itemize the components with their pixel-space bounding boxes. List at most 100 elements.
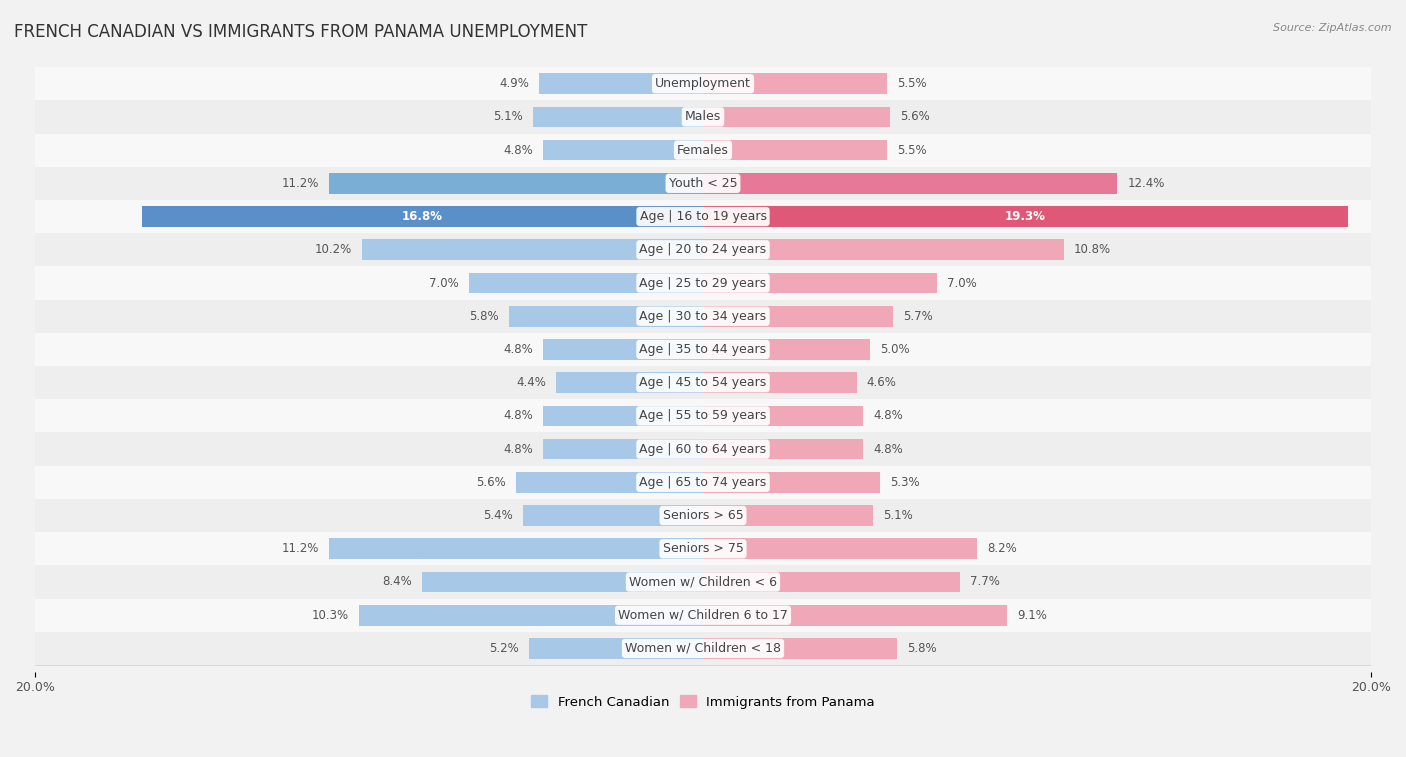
Bar [703, 372, 856, 393]
Bar [35, 167, 1371, 200]
Bar [516, 472, 703, 493]
Bar [543, 439, 703, 459]
Text: 5.8%: 5.8% [470, 310, 499, 322]
Text: Age | 16 to 19 years: Age | 16 to 19 years [640, 210, 766, 223]
Text: Males: Males [685, 111, 721, 123]
Text: 8.4%: 8.4% [382, 575, 412, 588]
Text: Age | 45 to 54 years: Age | 45 to 54 years [640, 376, 766, 389]
Text: 5.4%: 5.4% [482, 509, 513, 522]
Text: 4.8%: 4.8% [873, 410, 903, 422]
Bar [470, 273, 703, 293]
Bar [422, 572, 703, 592]
Text: 5.1%: 5.1% [883, 509, 912, 522]
Text: Age | 65 to 74 years: Age | 65 to 74 years [640, 476, 766, 489]
Text: 5.8%: 5.8% [907, 642, 936, 655]
Bar [703, 73, 887, 94]
Text: 4.8%: 4.8% [503, 410, 533, 422]
Text: Source: ZipAtlas.com: Source: ZipAtlas.com [1274, 23, 1392, 33]
Text: 5.6%: 5.6% [900, 111, 929, 123]
Bar [35, 532, 1371, 565]
Text: 4.8%: 4.8% [503, 343, 533, 356]
Text: Age | 30 to 34 years: Age | 30 to 34 years [640, 310, 766, 322]
Bar [35, 100, 1371, 133]
Text: Females: Females [678, 144, 728, 157]
Bar [533, 107, 703, 127]
Bar [703, 306, 893, 326]
Bar [35, 133, 1371, 167]
Text: Age | 60 to 64 years: Age | 60 to 64 years [640, 443, 766, 456]
Bar [35, 499, 1371, 532]
Text: 5.6%: 5.6% [477, 476, 506, 489]
Bar [703, 339, 870, 360]
Text: 4.8%: 4.8% [503, 144, 533, 157]
Text: 4.8%: 4.8% [503, 443, 533, 456]
Text: Women w/ Children < 18: Women w/ Children < 18 [626, 642, 780, 655]
Text: 10.3%: 10.3% [312, 609, 349, 621]
Text: Age | 55 to 59 years: Age | 55 to 59 years [640, 410, 766, 422]
Text: 16.8%: 16.8% [402, 210, 443, 223]
Bar [35, 599, 1371, 632]
Bar [35, 466, 1371, 499]
Text: 5.5%: 5.5% [897, 77, 927, 90]
Bar [35, 300, 1371, 333]
Text: 11.2%: 11.2% [281, 542, 319, 556]
Legend: French Canadian, Immigrants from Panama: French Canadian, Immigrants from Panama [526, 690, 880, 714]
Bar [540, 73, 703, 94]
Text: 8.2%: 8.2% [987, 542, 1017, 556]
Bar [703, 239, 1064, 260]
Text: 7.7%: 7.7% [970, 575, 1000, 588]
Bar [703, 140, 887, 160]
Text: 4.9%: 4.9% [499, 77, 529, 90]
Text: 5.3%: 5.3% [890, 476, 920, 489]
Bar [35, 67, 1371, 100]
Bar [703, 273, 936, 293]
Text: 5.5%: 5.5% [897, 144, 927, 157]
Text: 4.6%: 4.6% [866, 376, 897, 389]
Bar [555, 372, 703, 393]
Bar [543, 339, 703, 360]
Bar [35, 565, 1371, 599]
Bar [142, 206, 703, 227]
Text: 19.3%: 19.3% [1005, 210, 1046, 223]
Bar [359, 605, 703, 625]
Text: Age | 20 to 24 years: Age | 20 to 24 years [640, 243, 766, 257]
Bar [543, 140, 703, 160]
Text: 4.4%: 4.4% [516, 376, 546, 389]
Text: 4.8%: 4.8% [873, 443, 903, 456]
Bar [35, 333, 1371, 366]
Bar [35, 432, 1371, 466]
Text: Women w/ Children < 6: Women w/ Children < 6 [628, 575, 778, 588]
Text: 7.0%: 7.0% [946, 276, 977, 289]
Bar [703, 605, 1007, 625]
Text: FRENCH CANADIAN VS IMMIGRANTS FROM PANAMA UNEMPLOYMENT: FRENCH CANADIAN VS IMMIGRANTS FROM PANAM… [14, 23, 588, 41]
Bar [703, 406, 863, 426]
Text: 7.0%: 7.0% [429, 276, 460, 289]
Text: 5.0%: 5.0% [880, 343, 910, 356]
Bar [363, 239, 703, 260]
Bar [543, 406, 703, 426]
Text: Women w/ Children 6 to 17: Women w/ Children 6 to 17 [619, 609, 787, 621]
Text: 9.1%: 9.1% [1017, 609, 1047, 621]
Text: 10.8%: 10.8% [1074, 243, 1111, 257]
Bar [509, 306, 703, 326]
Bar [703, 638, 897, 659]
Text: 11.2%: 11.2% [281, 177, 319, 190]
Bar [703, 505, 873, 526]
Text: 10.2%: 10.2% [315, 243, 353, 257]
Text: Age | 25 to 29 years: Age | 25 to 29 years [640, 276, 766, 289]
Bar [529, 638, 703, 659]
Bar [523, 505, 703, 526]
Text: 5.2%: 5.2% [489, 642, 519, 655]
Text: Seniors > 65: Seniors > 65 [662, 509, 744, 522]
Text: Unemployment: Unemployment [655, 77, 751, 90]
Bar [35, 266, 1371, 300]
Bar [703, 173, 1118, 194]
Bar [703, 439, 863, 459]
Bar [35, 632, 1371, 665]
Bar [703, 472, 880, 493]
Bar [703, 572, 960, 592]
Bar [329, 538, 703, 559]
Bar [703, 538, 977, 559]
Bar [35, 233, 1371, 266]
Text: 12.4%: 12.4% [1128, 177, 1164, 190]
